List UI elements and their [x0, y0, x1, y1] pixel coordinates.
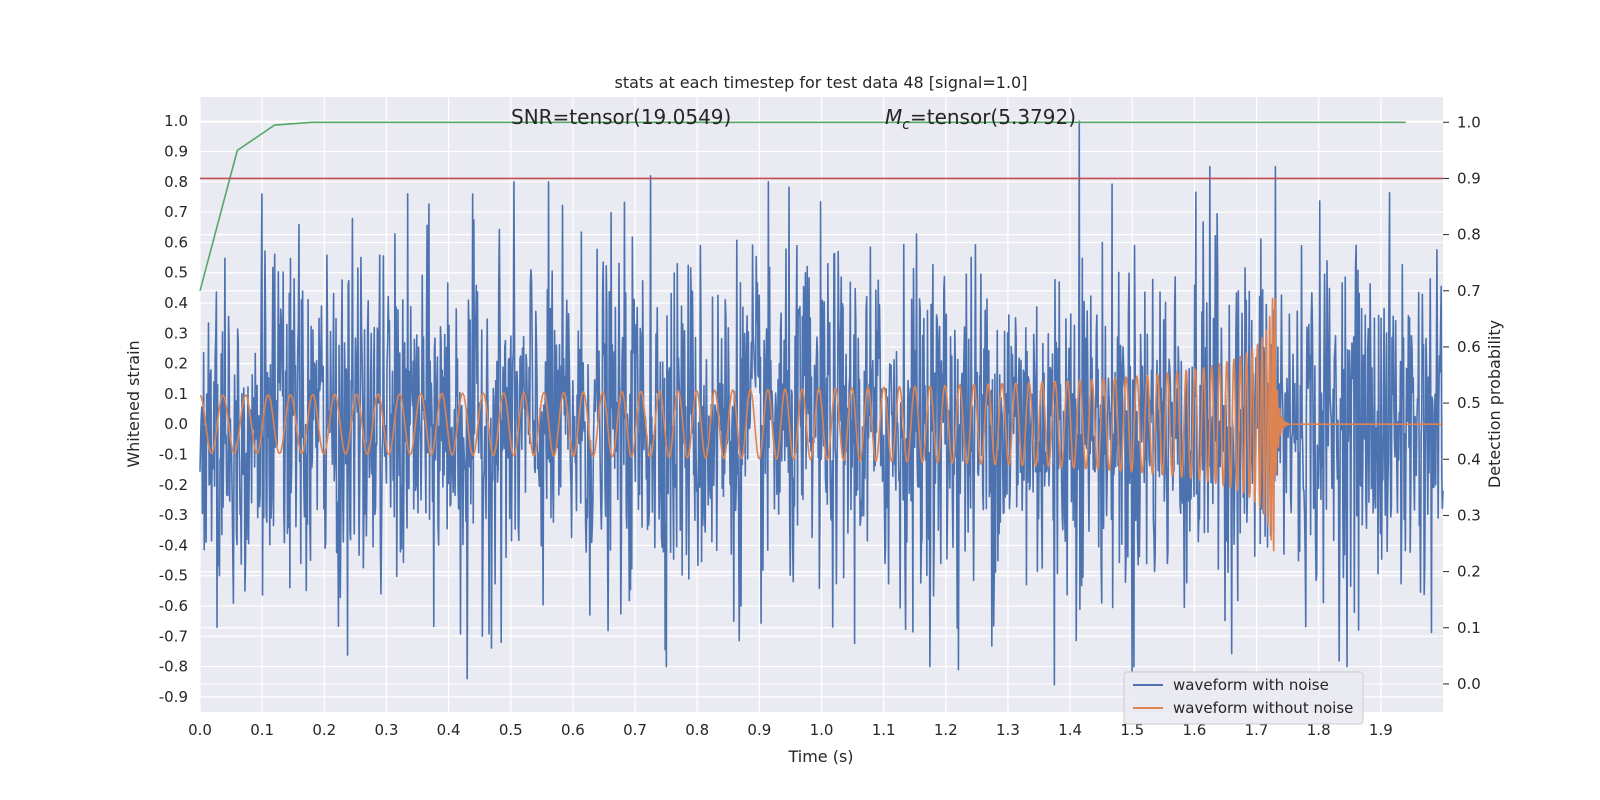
y-tick-label: -0.9 [159, 688, 188, 706]
y2-tick-label: 0.2 [1457, 563, 1481, 581]
x-tick-label: 1.6 [1182, 721, 1206, 739]
grid [199, 97, 1443, 712]
y-tick-label: 0.8 [164, 173, 188, 191]
mc-value: =tensor(5.3792) [910, 105, 1076, 129]
chart-title: stats at each timestep for test data 48 … [615, 73, 1028, 92]
x-tick-label: 0.9 [747, 721, 771, 739]
x-tick-label: 0.3 [375, 721, 399, 739]
y2-tick-label: 0.9 [1457, 169, 1481, 187]
y-tick-label: 1.0 [164, 112, 188, 130]
x-tick-label: 0.2 [312, 721, 336, 739]
x-tick-label: 1.1 [872, 721, 896, 739]
y-tick-label: 0.7 [164, 203, 188, 221]
y-tick-label: -0.6 [159, 597, 188, 615]
x-tick-label: 0.8 [685, 721, 709, 739]
x-tick-label: 0.7 [623, 721, 647, 739]
x-tick-label: 0.5 [499, 721, 523, 739]
x-tick-label: 1.9 [1369, 721, 1393, 739]
x-tick-label: 0.4 [437, 721, 461, 739]
y-tick-label: 0.5 [164, 264, 188, 282]
y2-tick-label: 0.4 [1457, 450, 1481, 468]
clean-waveform-line [199, 297, 1444, 552]
y-tick-label: -0.3 [159, 506, 188, 524]
x-tick-label: 1.0 [810, 721, 834, 739]
y-tick-label: 0.9 [164, 143, 188, 161]
mc-subscript: c [902, 117, 910, 133]
legend: waveform with noise waveform without noi… [1123, 671, 1364, 725]
x-tick-label: 0.0 [188, 721, 212, 739]
series-layer [199, 120, 1444, 686]
legend-box [1123, 671, 1364, 725]
y-tick-label: 0.6 [164, 233, 188, 251]
y2-tick-label: 0.7 [1457, 282, 1481, 300]
y2-tick-label: 0.8 [1457, 226, 1481, 244]
x-axis-ticks: 0.0 0.1 0.2 0.3 0.4 0.5 0.6 0.7 0.8 0.9 1.0 1.1 1.2 1… [188, 721, 1393, 739]
y-tick-label: -0.4 [159, 536, 188, 554]
mc-symbol: M [885, 105, 902, 129]
y-tick-label: 0.1 [164, 385, 188, 403]
y-tick-label: -0.5 [159, 567, 188, 585]
legend-label-noise: waveform with noise [1173, 676, 1329, 694]
y-tick-label: -0.7 [159, 627, 188, 645]
y-tick-label: 0.0 [164, 415, 188, 433]
y-axis-ticks: 1.0 0.9 0.8 0.7 0.6 0.5 0.4 0.3 0.2 0.1 0.0 -0.1 -0.… [159, 112, 188, 706]
x-tick-label: 1.8 [1307, 721, 1331, 739]
x-tick-label: 1.3 [996, 721, 1020, 739]
y-tick-label: -0.8 [159, 658, 188, 676]
y2-tick-label: 1.0 [1457, 113, 1481, 131]
x-tick-label: 1.5 [1120, 721, 1144, 739]
y2-tick-label: 0.3 [1457, 506, 1481, 524]
x-tick-label: 0.1 [250, 721, 274, 739]
x-tick-label: 1.7 [1245, 721, 1269, 739]
y2-tick-label: 0.1 [1457, 619, 1481, 637]
mc-annotation: Mc=tensor(5.3792) [885, 105, 1076, 133]
y-tick-label: -0.1 [159, 445, 188, 463]
y-tick-label: 0.2 [164, 355, 188, 373]
y2-tick-label: 0.6 [1457, 338, 1481, 356]
y2-axis-ticks: 1.0 0.9 0.8 0.7 0.6 0.5 0.4 0.3 0.2 0.1 0.0 [1443, 113, 1481, 693]
legend-label-clean: waveform without noise [1173, 699, 1353, 717]
x-axis-label: Time (s) [787, 747, 853, 766]
y2-tick-label: 0.5 [1457, 394, 1481, 412]
noisy-waveform-line [199, 120, 1444, 686]
snr-annotation: SNR=tensor(19.0549) [511, 105, 731, 129]
y2-tick-label: 0.0 [1457, 675, 1481, 693]
y-tick-label: -0.2 [159, 476, 188, 494]
x-tick-label: 1.4 [1058, 721, 1082, 739]
x-tick-label: 1.2 [934, 721, 958, 739]
y-tick-label: 0.4 [164, 294, 188, 312]
detection-probability-line [199, 121, 1406, 291]
y2-axis-label: Detection probability [1485, 320, 1504, 488]
y-tick-label: 0.3 [164, 324, 188, 342]
y-axis-label: Whitened strain [124, 340, 143, 467]
x-tick-label: 0.6 [561, 721, 585, 739]
